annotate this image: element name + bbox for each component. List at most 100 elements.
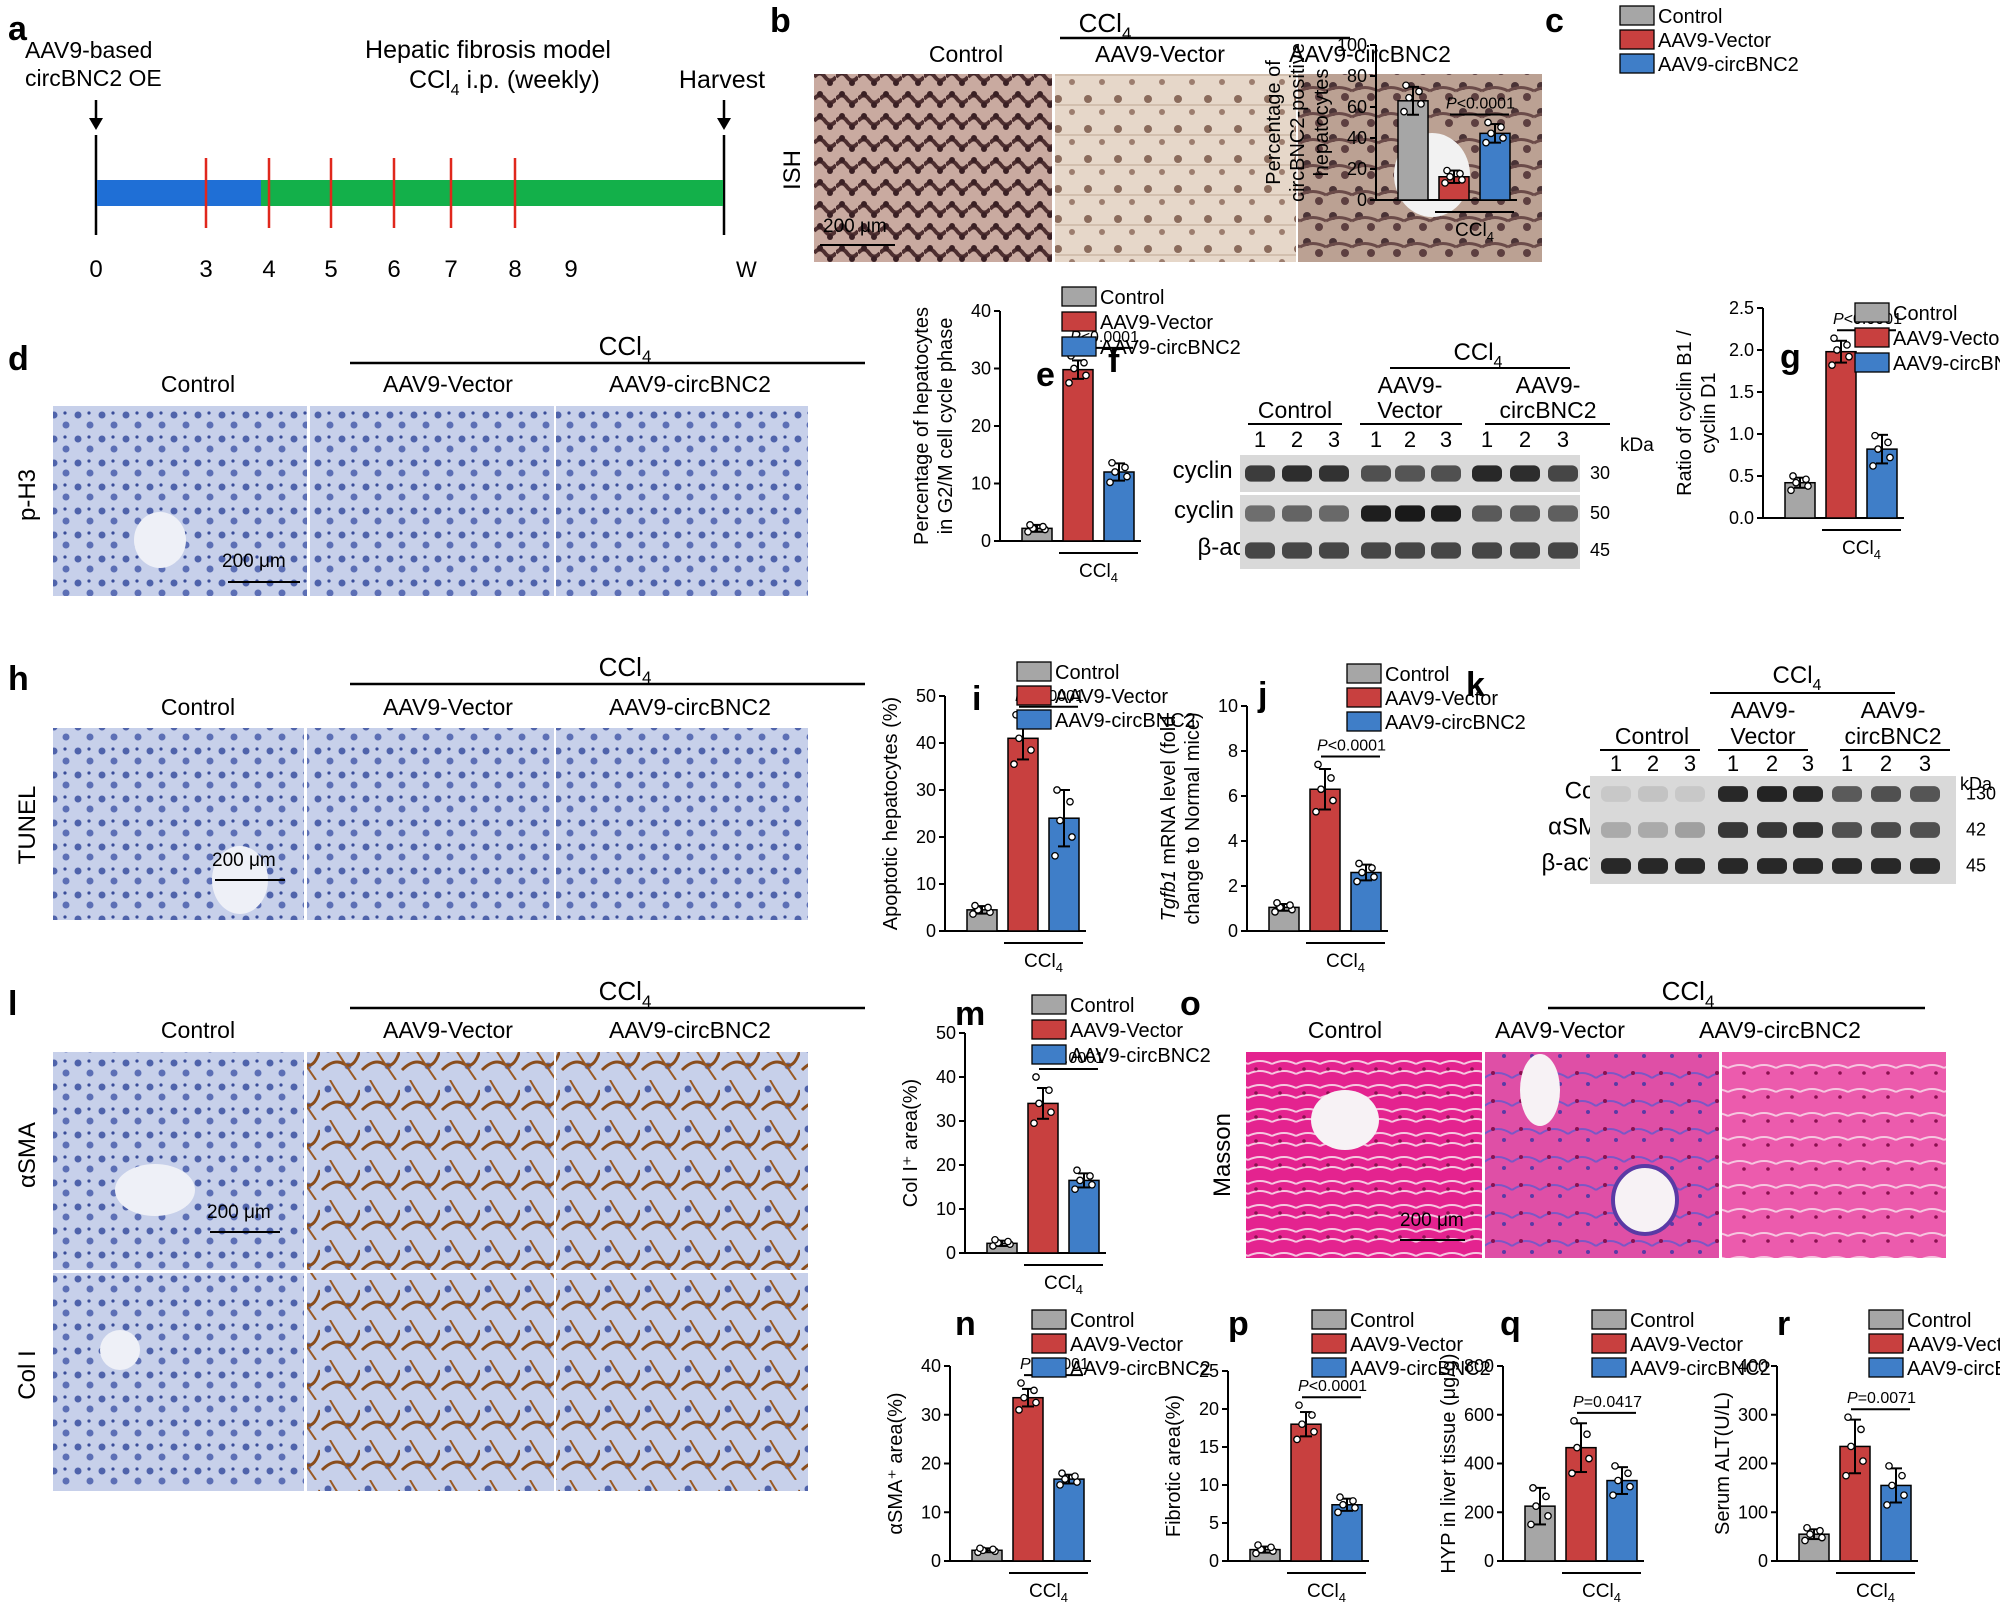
data-point	[1312, 807, 1320, 816]
bar-vector	[1825, 350, 1857, 519]
lane-number: 3	[1684, 751, 1696, 776]
blot-band	[1832, 858, 1862, 874]
timeline-ccl4-phase	[261, 180, 723, 206]
legend-label-circbnc2: AAV9-circBNC2	[1658, 54, 1799, 76]
y-tick-label: 200	[1464, 1502, 1494, 1522]
micrograph-ph3-vector	[310, 406, 554, 596]
ccl4-label-d: CCl4	[599, 331, 652, 366]
data-point	[1842, 1471, 1850, 1480]
legend-swatch-control	[1031, 994, 1067, 1015]
row-label-tunel: TUNEL	[14, 786, 41, 865]
panel-letter: p	[1228, 1305, 1249, 1343]
blot-band	[1510, 542, 1540, 559]
data-point	[1056, 1481, 1064, 1489]
legend-label-vector: AAV9-Vector	[1070, 1020, 1183, 1042]
legend-label-circbnc2: AAV9-circBNC2	[1907, 1358, 2000, 1380]
timeline-aav-phase	[97, 180, 261, 206]
y-tick-label: 50	[936, 1023, 956, 1043]
y-axis-label: Col I⁺ area(%)	[900, 1079, 922, 1207]
legend-label-control: Control	[1100, 287, 1164, 309]
data-point	[1026, 521, 1034, 529]
data-point	[1368, 864, 1376, 872]
group-control-l: Control	[161, 1017, 235, 1043]
timeline-oe-label-2: circBNC2 OE	[25, 65, 162, 91]
legend-swatch-circbnc2	[1619, 53, 1655, 74]
data-point	[1298, 1420, 1306, 1429]
blot-kda: 30	[1590, 463, 1610, 483]
significance-label: P<0.0001	[1446, 96, 1515, 113]
data-point	[1544, 1512, 1552, 1520]
y-tick-label: 20	[916, 827, 936, 847]
ccl4-label-f: CCl4	[1454, 339, 1503, 371]
blot-band	[1871, 858, 1901, 874]
ccl4-label-h: CCl4	[599, 652, 652, 687]
y-tick-label: 20	[1199, 1399, 1219, 1419]
data-point	[1271, 908, 1279, 916]
micrograph-tunel-circbnc2	[556, 728, 808, 920]
ccl4-label-k: CCl4	[1773, 662, 1822, 694]
panel-letter: m	[955, 995, 985, 1033]
group-circ-h: AAV9-circBNC2	[609, 694, 771, 720]
y-tick-label: 0	[1484, 1551, 1494, 1571]
data-point	[989, 1545, 997, 1554]
blot-band	[1675, 786, 1705, 802]
bar-circbnc2	[1053, 1478, 1085, 1562]
legend-label-circbnc2: AAV9-circBNC2	[1100, 337, 1241, 359]
data-point	[1032, 1398, 1040, 1407]
blot-band	[1361, 465, 1391, 482]
data-point	[1068, 833, 1076, 841]
data-point	[1497, 123, 1505, 132]
data-point	[1010, 760, 1018, 769]
lane-number: 2	[1880, 751, 1892, 776]
blot-band	[1282, 465, 1312, 482]
micrograph-ish-vector	[1055, 74, 1296, 262]
y-tick-label: 6	[1228, 786, 1238, 806]
legend-label-vector: AAV9-Vector	[1055, 686, 1168, 708]
panel-letter: g	[1780, 338, 1801, 376]
data-point	[1806, 1530, 1814, 1539]
data-point	[1847, 1442, 1855, 1451]
row-label-col1: Col I	[14, 1350, 41, 1399]
data-point	[1789, 472, 1797, 480]
arrow-oe-head	[89, 118, 103, 130]
lane-number: 3	[1440, 427, 1452, 452]
blot-band	[1638, 822, 1668, 838]
micrograph-asma-control	[53, 1052, 304, 1270]
row-label-ish: ISH	[779, 150, 806, 190]
panel-f: f CCl4 AAV9- Vector AAV9- circBNC2 Contr…	[1108, 339, 1654, 569]
row-label-ph3: p-H3	[14, 469, 41, 521]
data-point	[1830, 334, 1838, 343]
scale-text-d: 200 μm	[222, 551, 286, 572]
group-control-b: Control	[929, 41, 1003, 67]
data-point	[1888, 1481, 1896, 1490]
bar-vector	[1012, 1396, 1044, 1562]
ccl4-label-b: CCl4	[1079, 8, 1132, 43]
blot-band	[1245, 542, 1275, 559]
legend-swatch-control	[1868, 1309, 1904, 1330]
legend-label-vector: AAV9-Vector	[1385, 688, 1498, 710]
blot-band	[1871, 822, 1901, 838]
y-tick-label: 300	[1738, 1405, 1768, 1425]
data-point	[1415, 87, 1423, 96]
group-vector-b: AAV9-Vector	[1095, 41, 1225, 67]
data-point	[1624, 1469, 1632, 1478]
micrograph-col1-circbnc2	[556, 1273, 808, 1491]
legend-swatch-circbnc2	[1031, 1357, 1067, 1378]
group-vector-l: AAV9-Vector	[383, 1017, 513, 1043]
y-tick-label: 400	[1464, 1454, 1494, 1474]
data-point	[1487, 129, 1495, 138]
masson-vessel-control	[1311, 1090, 1379, 1150]
y-tick-label: 20	[936, 1155, 956, 1175]
blot-band	[1910, 822, 1940, 838]
data-point	[1482, 138, 1490, 147]
data-point	[1828, 361, 1836, 369]
legend-label-circbnc2: AAV9-circBNC2	[1350, 1358, 1491, 1380]
ccl4-group-label: CCl4	[1307, 1581, 1346, 1605]
data-point	[1803, 1524, 1811, 1532]
data-point	[1884, 438, 1892, 447]
